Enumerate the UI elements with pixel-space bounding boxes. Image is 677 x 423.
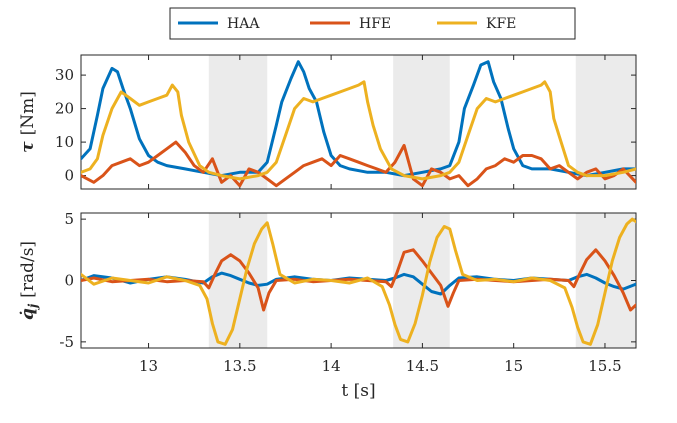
legend-label-hfe: HFE: [359, 16, 391, 32]
series-line-kfe: [81, 217, 636, 346]
shaded-interval: [208, 55, 268, 189]
y-axis-label: τ [Nm]: [18, 91, 38, 153]
legend-label-haa: HAA: [227, 16, 260, 32]
x-tick-label: 14: [322, 357, 341, 375]
y-tick-label: 0: [64, 167, 74, 185]
series-line-haa: [81, 60, 636, 178]
y-tick-label: -5: [59, 333, 74, 351]
y-tick-label: 0: [64, 272, 74, 290]
shaded-interval: [575, 55, 636, 189]
series-line-hfe: [81, 140, 636, 188]
y-axis-unit: [Nm]: [18, 91, 38, 135]
y-tick-label: 30: [55, 66, 74, 84]
y-axis-symbol: q̇: [18, 308, 38, 320]
x-tick-label: 13.5: [223, 357, 256, 375]
y-axis-symbol: τ: [18, 141, 38, 153]
legend: HAA HFE KFE: [169, 7, 576, 40]
axes-box: [80, 54, 637, 190]
y-axis-unit: [rad/s]: [18, 241, 38, 298]
y-axis-label: q̇j [rad/s]: [18, 241, 40, 320]
series-line-hfe: [81, 248, 636, 312]
y-tick-label: 5: [64, 210, 74, 228]
series-line-kfe: [81, 80, 636, 181]
torque-panel: 0 10 20 30 τ [Nm]: [18, 54, 637, 190]
legend-box: [169, 7, 576, 40]
y-tick-label: 20: [55, 100, 74, 118]
x-tick-label: 15: [504, 357, 523, 375]
y-axis-subscript: j: [26, 303, 40, 310]
shaded-interval: [575, 213, 636, 348]
x-axis-label: t [s]: [341, 381, 375, 401]
joint-velocity-panel: -5 0 5 13 13.5 14 14.5 15 15.5 q̇j [rad/s] t [s]: [18, 210, 637, 401]
shaded-interval: [393, 55, 450, 189]
x-tick-label: 15.5: [588, 357, 621, 375]
x-tick-label: 13: [139, 357, 158, 375]
legend-label-kfe: KFE: [486, 16, 516, 32]
y-tick-label: 10: [55, 133, 74, 151]
x-tick-label: 14.5: [406, 357, 439, 375]
shaded-interval: [393, 213, 450, 348]
